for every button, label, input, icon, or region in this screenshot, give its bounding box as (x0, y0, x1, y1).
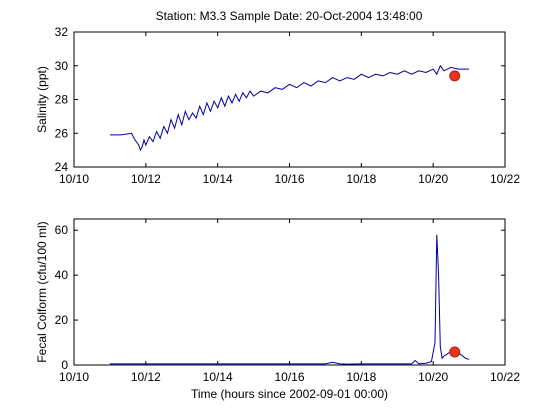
x-tick-label: 10/12 (131, 172, 161, 186)
y-tick-label: 28 (55, 93, 69, 107)
x-tick-label: 10/22 (490, 172, 520, 186)
x-axis-label: Time (hours since 2002-09-01 00:00) (191, 387, 388, 401)
sample-marker (449, 346, 461, 358)
y-axis-label: Salinity (ppt) (35, 66, 49, 133)
salinity-axes: 10/10 10/12 10/14 10/16 10/18 10/20 10/22 24 26 2… (35, 25, 520, 186)
x-tick-label: 10/18 (346, 370, 376, 384)
y-tick-label: 24 (55, 160, 69, 174)
x-tick-label: 10/16 (274, 370, 304, 384)
y-tick-label: 20 (55, 313, 69, 327)
x-tick-label: 10/12 (131, 370, 161, 384)
chart-title: Station: M3.3 Sample Date: 20-Oct-2004 1… (156, 9, 423, 23)
y-axis-label: Fecal Colform (cfu/100 ml) (35, 221, 49, 362)
x-tick-label: 10/10 (59, 172, 89, 186)
sample-marker (449, 70, 461, 82)
x-tick-label: 10/10 (59, 370, 89, 384)
y-tick-label: 40 (55, 268, 69, 282)
x-tick-label: 10/16 (274, 172, 304, 186)
y-tick-label: 0 (61, 358, 68, 372)
x-tick-label: 10/14 (203, 172, 233, 186)
x-tick-label: 10/20 (418, 172, 448, 186)
axes-box (73, 31, 506, 168)
y-tick-label: 32 (55, 25, 69, 39)
fecal-coliform-axes: 10/10 10/12 10/14 10/16 10/18 10/20 10/22 0 20 40… (35, 218, 520, 401)
series-line (109, 234, 470, 365)
series-line (109, 64, 470, 152)
x-tick-label: 10/22 (490, 370, 520, 384)
y-tick-label: 60 (55, 223, 69, 237)
y-tick-label: 26 (55, 126, 69, 140)
x-tick-label: 10/20 (418, 370, 448, 384)
y-tick-label: 30 (55, 59, 69, 73)
x-tick-label: 10/14 (203, 370, 233, 384)
x-tick-label: 10/18 (346, 172, 376, 186)
